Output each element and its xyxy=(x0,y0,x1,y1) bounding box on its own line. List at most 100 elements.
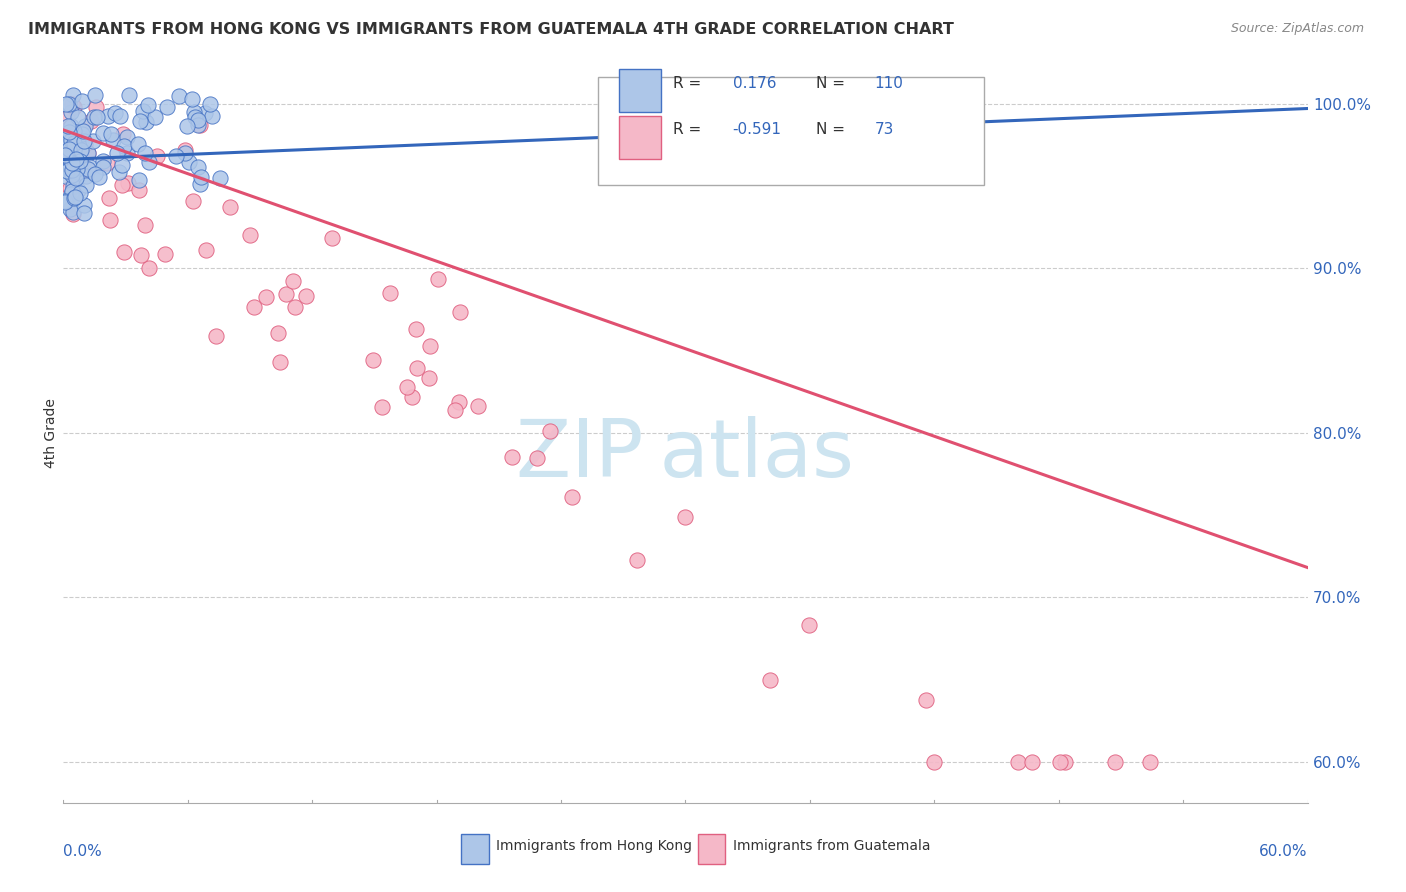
Point xyxy=(922,755,945,769)
Point xyxy=(63,189,86,203)
Text: 73: 73 xyxy=(875,122,894,137)
Point xyxy=(193,105,215,120)
Point xyxy=(58,121,80,136)
Point xyxy=(626,553,648,567)
Point xyxy=(97,109,120,123)
Point xyxy=(101,133,124,147)
Point xyxy=(177,154,200,169)
Point xyxy=(60,105,83,120)
Point xyxy=(114,245,136,260)
Point xyxy=(1021,755,1043,769)
Point xyxy=(138,155,160,169)
Point xyxy=(56,147,79,161)
Point xyxy=(108,165,131,179)
Point xyxy=(283,300,305,314)
Point xyxy=(283,274,305,288)
Point xyxy=(73,134,96,148)
Point xyxy=(91,154,114,169)
Point xyxy=(56,157,79,171)
Text: -0.591: -0.591 xyxy=(733,122,782,137)
Point xyxy=(75,137,97,152)
Point xyxy=(59,119,82,133)
Text: Immigrants from Guatemala: Immigrants from Guatemala xyxy=(733,838,931,853)
Point xyxy=(86,110,108,124)
Point xyxy=(187,113,209,128)
Point xyxy=(401,390,423,404)
Point xyxy=(72,95,94,109)
Point xyxy=(73,119,96,133)
Point xyxy=(276,286,298,301)
Point xyxy=(98,212,121,227)
Point xyxy=(53,194,76,209)
Point xyxy=(59,133,82,147)
Text: Source: ZipAtlas.com: Source: ZipAtlas.com xyxy=(1230,22,1364,36)
Point xyxy=(138,261,160,276)
Point xyxy=(134,218,156,232)
Point xyxy=(188,177,211,191)
Point xyxy=(60,169,83,183)
Point xyxy=(65,158,87,172)
Point xyxy=(63,124,86,138)
Point xyxy=(127,137,149,152)
Point xyxy=(135,114,157,128)
Text: Immigrants from Hong Kong: Immigrants from Hong Kong xyxy=(496,838,692,853)
Y-axis label: 4th Grade: 4th Grade xyxy=(44,398,58,467)
Point xyxy=(129,248,152,262)
Point xyxy=(66,161,89,176)
Point xyxy=(218,200,240,214)
Point xyxy=(79,161,101,175)
Point xyxy=(136,98,159,112)
Point xyxy=(501,450,523,464)
Point xyxy=(62,205,84,219)
Point xyxy=(58,126,80,140)
Point xyxy=(406,361,429,376)
Point xyxy=(118,88,141,103)
Point xyxy=(70,127,93,141)
Point xyxy=(111,178,134,192)
Point xyxy=(1139,755,1161,769)
Point xyxy=(1054,755,1077,769)
Point xyxy=(195,244,218,258)
Point xyxy=(295,289,318,303)
Point xyxy=(56,120,79,134)
Point xyxy=(269,354,291,368)
Text: R =: R = xyxy=(673,122,711,137)
Point xyxy=(914,692,936,706)
Point xyxy=(62,88,84,103)
Point xyxy=(69,153,91,168)
Point xyxy=(63,191,86,205)
Point xyxy=(55,125,77,139)
Point xyxy=(181,92,204,106)
Point xyxy=(188,119,211,133)
Point xyxy=(187,118,209,132)
Point xyxy=(426,272,449,286)
Point xyxy=(242,300,264,314)
FancyBboxPatch shape xyxy=(461,834,489,863)
Point xyxy=(60,96,83,111)
Point xyxy=(63,189,86,203)
FancyBboxPatch shape xyxy=(620,116,661,159)
Text: N =: N = xyxy=(815,122,845,137)
Point xyxy=(76,162,98,177)
Point xyxy=(1049,755,1071,769)
Point xyxy=(208,171,231,186)
Point xyxy=(115,130,138,145)
Point xyxy=(100,127,122,141)
Point xyxy=(65,159,87,173)
Point xyxy=(73,198,96,212)
Point xyxy=(799,617,821,632)
Point xyxy=(174,143,197,157)
Point xyxy=(53,148,76,162)
Point xyxy=(53,137,76,152)
Point xyxy=(75,178,97,192)
Point xyxy=(91,160,114,174)
Point xyxy=(56,112,79,126)
Point xyxy=(77,146,100,161)
Point xyxy=(176,119,198,133)
Point xyxy=(146,149,169,163)
Point xyxy=(98,190,121,204)
Point xyxy=(183,194,205,209)
Text: 0.0%: 0.0% xyxy=(63,844,103,858)
Point xyxy=(167,89,190,103)
Point xyxy=(53,169,76,183)
